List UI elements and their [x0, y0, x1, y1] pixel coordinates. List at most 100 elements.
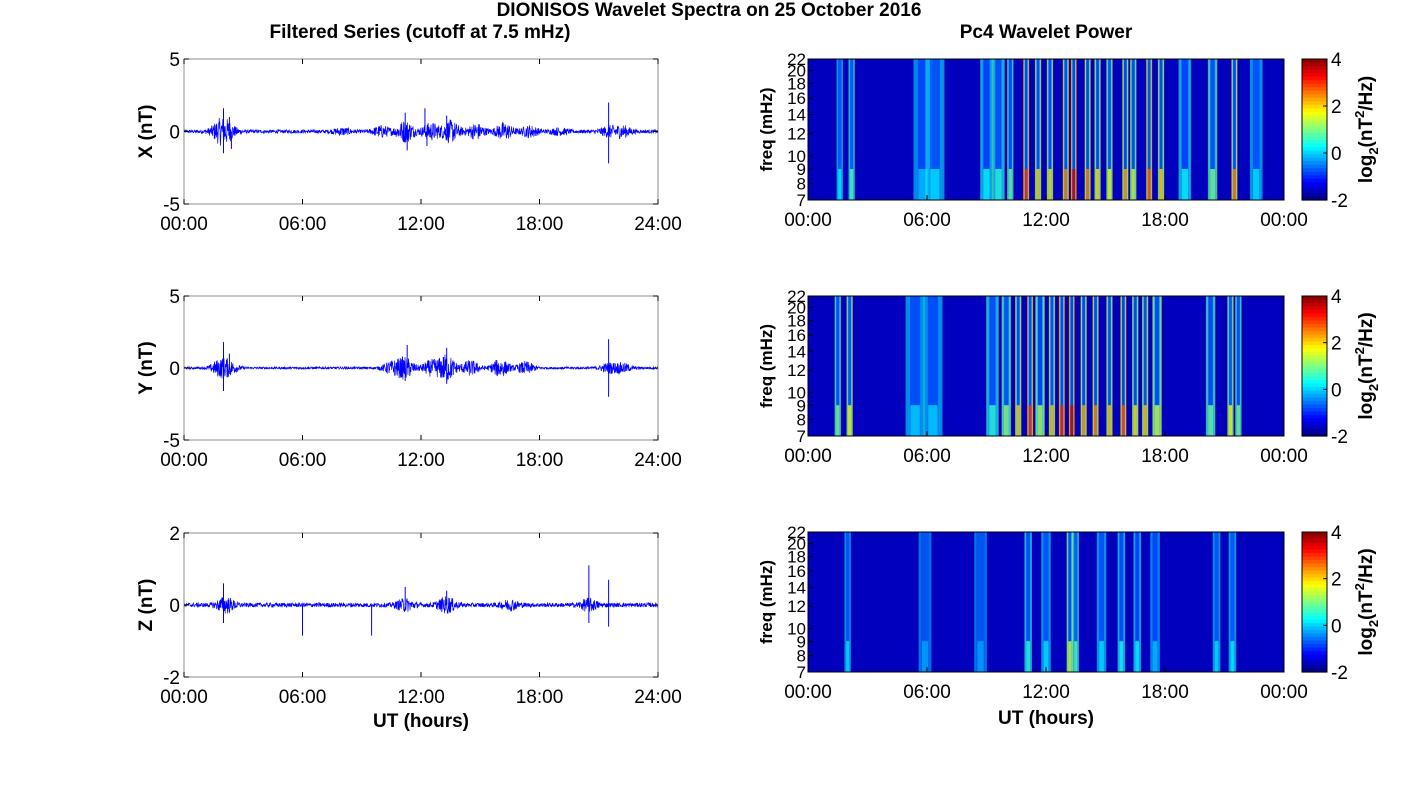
y-tick-label: 12	[787, 125, 806, 144]
power-stripe	[1048, 59, 1052, 200]
trace-z	[183, 596, 659, 614]
x-axis-label: UT (hours)	[998, 708, 1094, 729]
colorbar-segment	[1302, 97, 1327, 102]
power-core	[1043, 641, 1049, 672]
figure-title: DIONISOS Wavelet Spectra on 25 October 2…	[496, 0, 922, 21]
power-stripe	[1119, 532, 1124, 672]
colorbar-label: log2(nT2/Hz)	[1352, 312, 1381, 419]
power-stripe	[995, 59, 1002, 200]
x-tick-label: 12:00	[397, 214, 445, 235]
colorbar-segment	[1302, 570, 1327, 575]
colorbar-segment	[1302, 644, 1327, 649]
colorbar-segment	[1302, 125, 1327, 131]
colorbar-segment	[1302, 355, 1327, 360]
power-core	[1232, 168, 1237, 200]
power-core	[1135, 641, 1140, 672]
power-core	[1095, 168, 1100, 200]
y-tick-label: 5	[169, 50, 180, 71]
y-axis-label: Z (nT)	[136, 579, 157, 632]
colorbar-segment	[1302, 69, 1327, 74]
colorbar-segment	[1302, 588, 1327, 593]
power-core	[1123, 168, 1127, 200]
power-stripe	[909, 296, 921, 436]
power-stripe	[1230, 532, 1235, 672]
colorbar-segment	[1302, 383, 1327, 388]
heatmap-panel-x: 00:00 06:00 12:00 18:00 00:00222018161412109…	[757, 50, 1381, 231]
power-stripe	[1028, 296, 1032, 436]
colorbar-segment	[1302, 59, 1327, 64]
colorbar-segment	[1302, 164, 1327, 169]
x-tick-label: 00:00	[160, 214, 208, 235]
y-tick-label: 0	[169, 123, 180, 144]
x-tick-label: 06:00	[279, 214, 327, 235]
power-core	[1131, 168, 1135, 200]
colorbar-segment	[1302, 327, 1327, 332]
colorbar-segment	[1302, 352, 1327, 357]
power-stripe	[920, 532, 930, 672]
y-tick-label: 12	[787, 361, 806, 380]
power-stripe	[1214, 532, 1219, 672]
y-tick-label: 9	[797, 396, 806, 415]
x-tick-label: 12:00	[1022, 682, 1070, 703]
heatmap-background	[808, 296, 1284, 436]
colorbar-segment	[1302, 623, 1327, 628]
x-tick-label: 12:00	[397, 450, 445, 471]
y-tick-label: 22	[787, 50, 806, 69]
colorbar-segment	[1302, 168, 1327, 173]
power-core	[930, 168, 940, 200]
y-tick-label: 20	[787, 299, 806, 318]
colorbar-segment	[1302, 334, 1327, 339]
power-stripe	[1094, 296, 1097, 436]
colorbar-segment	[1302, 380, 1327, 385]
x-tick-label: 12:00	[1022, 446, 1070, 467]
colorbar-segment	[1302, 390, 1327, 395]
y-axis-label: Y (nT)	[136, 341, 157, 394]
power-stripe	[1252, 59, 1260, 200]
power-stripe	[1082, 296, 1085, 436]
power-core	[1026, 641, 1031, 672]
power-stripe	[1038, 296, 1043, 436]
colorbar-tick-label: 4	[1331, 50, 1342, 71]
power-stripe	[1155, 296, 1160, 436]
colorbar-frame	[1301, 531, 1328, 673]
y-tick-label: 8	[797, 647, 806, 666]
colorbar-segment	[1302, 147, 1327, 152]
colorbar-label: log2(nT2/Hz)	[1352, 76, 1381, 183]
y-axis-label: freq (mHz)	[757, 560, 776, 644]
power-stripe	[1152, 532, 1158, 672]
power-core	[1121, 405, 1125, 436]
y-tick-label: 14	[787, 342, 806, 361]
power-core	[1008, 168, 1012, 200]
power-core	[910, 405, 920, 436]
x-tick-label: 24:00	[634, 214, 682, 235]
colorbar-segment	[1302, 331, 1327, 336]
colorbar-segment	[1302, 118, 1327, 124]
power-core	[1016, 405, 1020, 436]
power-core	[921, 641, 929, 672]
colorbar-segment	[1302, 178, 1327, 183]
x-tick-label: 00:00	[784, 210, 832, 231]
y-tick-label: -5	[163, 195, 180, 216]
colorbar-segment	[1302, 567, 1327, 572]
x-tick-label: 18:00	[1141, 210, 1189, 231]
x-tick-label: 18:00	[1141, 446, 1189, 467]
colorbar-segment	[1302, 612, 1327, 617]
power-stripe	[1210, 59, 1215, 200]
colorbar-label: log2(nT2/Hz)	[1352, 548, 1381, 655]
colorbar-segment	[1302, 189, 1327, 194]
x-tick-label: 12:00	[397, 687, 445, 708]
colorbar-tick-label: 4	[1331, 523, 1342, 544]
right-column-title: Pc4 Wavelet Power	[959, 22, 1133, 43]
power-core	[1060, 405, 1064, 436]
colorbar-segment	[1302, 376, 1327, 381]
power-stripe	[836, 296, 840, 436]
power-stripe	[1016, 296, 1020, 436]
y-tick-label: 18	[787, 75, 806, 94]
power-stripe	[1024, 59, 1028, 200]
y-tick-label: 16	[787, 89, 806, 108]
power-core	[1143, 405, 1147, 436]
y-tick-label: 0	[169, 596, 180, 617]
power-stripe	[927, 296, 939, 436]
colorbar-segment	[1302, 535, 1327, 540]
colorbar-segment	[1302, 609, 1327, 614]
